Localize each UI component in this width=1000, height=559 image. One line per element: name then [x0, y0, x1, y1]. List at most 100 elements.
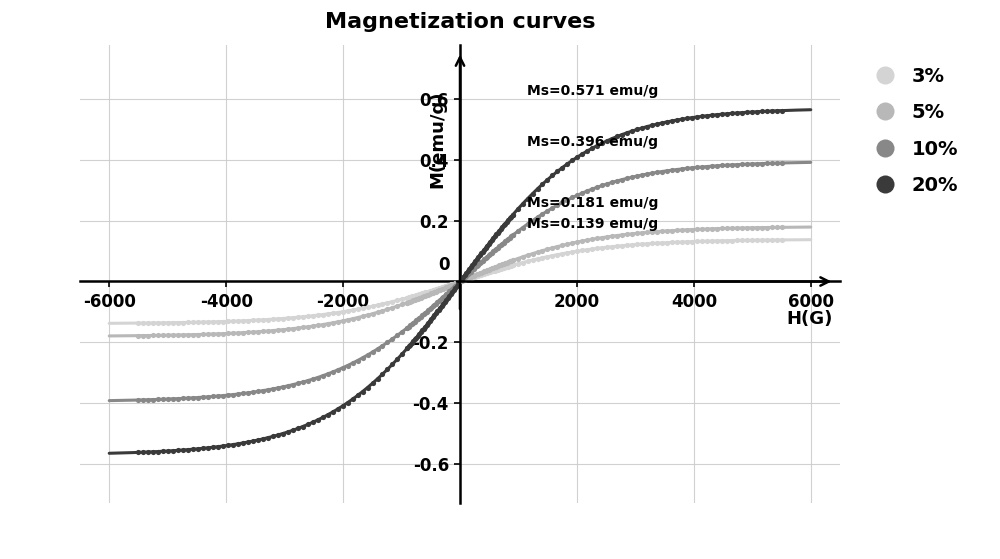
- Point: [230, 390, 246, 399]
- Point: [160, 447, 176, 456]
- Point: [520, 257, 536, 266]
- Point: [185, 318, 201, 327]
- Point: [295, 378, 311, 387]
- Point: [649, 227, 665, 236]
- Point: [408, 291, 424, 300]
- Point: [235, 438, 251, 447]
- Point: [609, 231, 625, 240]
- Point: [443, 286, 459, 295]
- Point: [609, 177, 625, 186]
- Point: [684, 163, 700, 172]
- Point: [405, 292, 421, 301]
- Point: [644, 169, 660, 178]
- Point: [679, 225, 695, 234]
- Point: [449, 281, 465, 290]
- Point: [365, 348, 381, 357]
- Point: [280, 381, 296, 390]
- Text: Ms=0.396 emu/g: Ms=0.396 emu/g: [527, 135, 658, 149]
- Point: [345, 306, 361, 315]
- Point: [305, 375, 321, 383]
- Point: [255, 386, 271, 395]
- Point: [423, 303, 439, 312]
- Point: [419, 287, 435, 296]
- Point: [135, 319, 151, 328]
- Point: [432, 303, 448, 312]
- Point: [401, 293, 417, 302]
- Point: [503, 261, 519, 270]
- Point: [679, 238, 695, 247]
- Point: [679, 164, 695, 173]
- Point: [491, 242, 507, 251]
- Point: [614, 130, 630, 139]
- Point: [729, 224, 745, 233]
- Point: [210, 329, 226, 338]
- Point: [525, 249, 541, 258]
- Point: [649, 120, 665, 129]
- Point: [475, 247, 491, 256]
- Point: [490, 262, 506, 271]
- Point: [487, 266, 503, 275]
- Point: [614, 230, 630, 239]
- Point: [634, 124, 650, 132]
- Point: [195, 393, 211, 402]
- Point: [315, 371, 331, 380]
- Point: [405, 337, 421, 345]
- Point: [484, 235, 500, 244]
- Point: [185, 445, 201, 454]
- Point: [295, 312, 311, 321]
- Point: [458, 274, 474, 283]
- Point: [684, 113, 700, 122]
- Point: [774, 235, 790, 244]
- Point: [407, 291, 423, 300]
- Point: [446, 280, 462, 288]
- Point: [449, 278, 465, 287]
- Point: [394, 300, 410, 309]
- Point: [437, 291, 453, 300]
- Point: [461, 268, 477, 277]
- Point: [525, 255, 541, 264]
- Point: [534, 253, 550, 262]
- Point: [360, 311, 376, 320]
- Point: [659, 238, 675, 247]
- Point: [260, 326, 276, 335]
- Point: [539, 206, 555, 215]
- Point: [446, 283, 462, 292]
- Point: [505, 210, 521, 219]
- Point: [469, 270, 485, 279]
- Point: [584, 245, 600, 254]
- Point: [520, 251, 536, 260]
- Point: [135, 331, 151, 340]
- Point: [469, 272, 485, 281]
- Point: [441, 282, 457, 291]
- Point: [419, 307, 435, 316]
- Point: [220, 391, 236, 400]
- Point: [300, 420, 316, 429]
- Point: [360, 383, 376, 392]
- Point: [554, 163, 570, 172]
- Point: [463, 272, 479, 281]
- Point: [444, 280, 460, 288]
- Point: [463, 263, 479, 272]
- Point: [473, 270, 489, 279]
- Point: [180, 394, 196, 402]
- Point: [470, 269, 486, 278]
- Point: [559, 248, 575, 257]
- Point: [355, 304, 371, 313]
- Point: [200, 443, 216, 452]
- Point: [240, 389, 256, 397]
- Point: [145, 331, 161, 340]
- Point: [411, 314, 427, 323]
- Point: [461, 274, 477, 283]
- Point: [285, 380, 301, 389]
- Point: [774, 159, 790, 168]
- Point: [413, 293, 429, 302]
- Point: [479, 266, 495, 274]
- Point: [544, 171, 560, 180]
- Point: [554, 241, 570, 250]
- Point: [432, 295, 448, 304]
- Point: [414, 289, 430, 298]
- Point: [709, 162, 725, 170]
- Point: [374, 369, 390, 378]
- Point: [485, 267, 501, 276]
- Point: [429, 298, 445, 307]
